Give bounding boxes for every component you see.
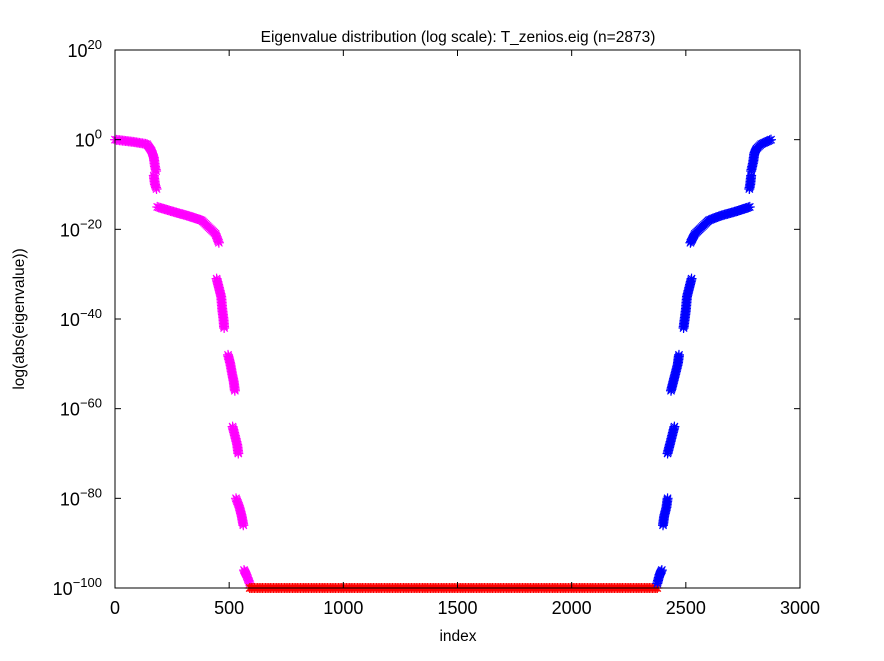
y-tick-base: 10 xyxy=(60,310,80,330)
x-tick-label: 2500 xyxy=(666,598,706,618)
y-tick-base: 10 xyxy=(75,131,95,151)
y-tick-exponent: −80 xyxy=(80,485,102,500)
chart-title: Eigenvalue distribution (log scale): T_z… xyxy=(261,29,656,46)
y-tick-exponent: 20 xyxy=(88,37,102,52)
data-point-marker xyxy=(744,201,755,212)
y-axis-label: log(abs(eigenvalue)) xyxy=(11,248,28,389)
data-point-marker xyxy=(656,565,667,576)
y-tick-label: 10−60 xyxy=(60,396,102,420)
y-tick-label: 10−20 xyxy=(60,216,102,240)
y-tick-base: 10 xyxy=(60,489,80,509)
data-point-marker xyxy=(766,134,777,145)
y-tick-base: 10 xyxy=(68,41,88,61)
y-tick-base: 10 xyxy=(53,579,73,599)
y-tick-exponent: −60 xyxy=(80,396,102,411)
data-point-marker xyxy=(151,183,162,194)
y-tick-base: 10 xyxy=(60,220,80,240)
y-tick-base: 10 xyxy=(60,400,80,420)
data-point-marker xyxy=(233,448,244,459)
y-tick-label: 10−80 xyxy=(60,485,102,509)
y-tick-exponent: 0 xyxy=(95,127,102,142)
data-point-marker xyxy=(673,349,684,360)
data-point-marker xyxy=(229,385,240,396)
data-point-marker xyxy=(213,237,224,248)
x-axis-label: index xyxy=(439,628,476,645)
data-point-marker xyxy=(238,520,249,531)
x-tick-label: 500 xyxy=(214,598,244,618)
data-point-marker xyxy=(669,421,680,432)
plot-area xyxy=(115,50,800,588)
y-tick-label: 1020 xyxy=(68,37,103,61)
x-tick-label: 1000 xyxy=(323,598,363,618)
x-tick-label: 2000 xyxy=(552,598,592,618)
x-axis-ticks: 0 500 1000 1500 2000 2500 3000 xyxy=(110,50,820,618)
y-tick-exponent: −20 xyxy=(80,216,102,231)
data-point-marker xyxy=(662,493,673,504)
data-point-marker xyxy=(151,166,162,177)
y-tick-label: 10−40 xyxy=(60,306,102,330)
y-tick-exponent: −100 xyxy=(73,575,102,590)
y-tick-label: 10−100 xyxy=(53,575,102,599)
data-point-marker xyxy=(219,322,230,333)
data-point-marker xyxy=(686,273,697,284)
x-tick-label: 1500 xyxy=(437,598,477,618)
x-tick-label: 0 xyxy=(110,598,120,618)
x-tick-label: 3000 xyxy=(780,598,820,618)
y-tick-label: 100 xyxy=(75,127,102,151)
y-tick-exponent: −40 xyxy=(80,306,102,321)
